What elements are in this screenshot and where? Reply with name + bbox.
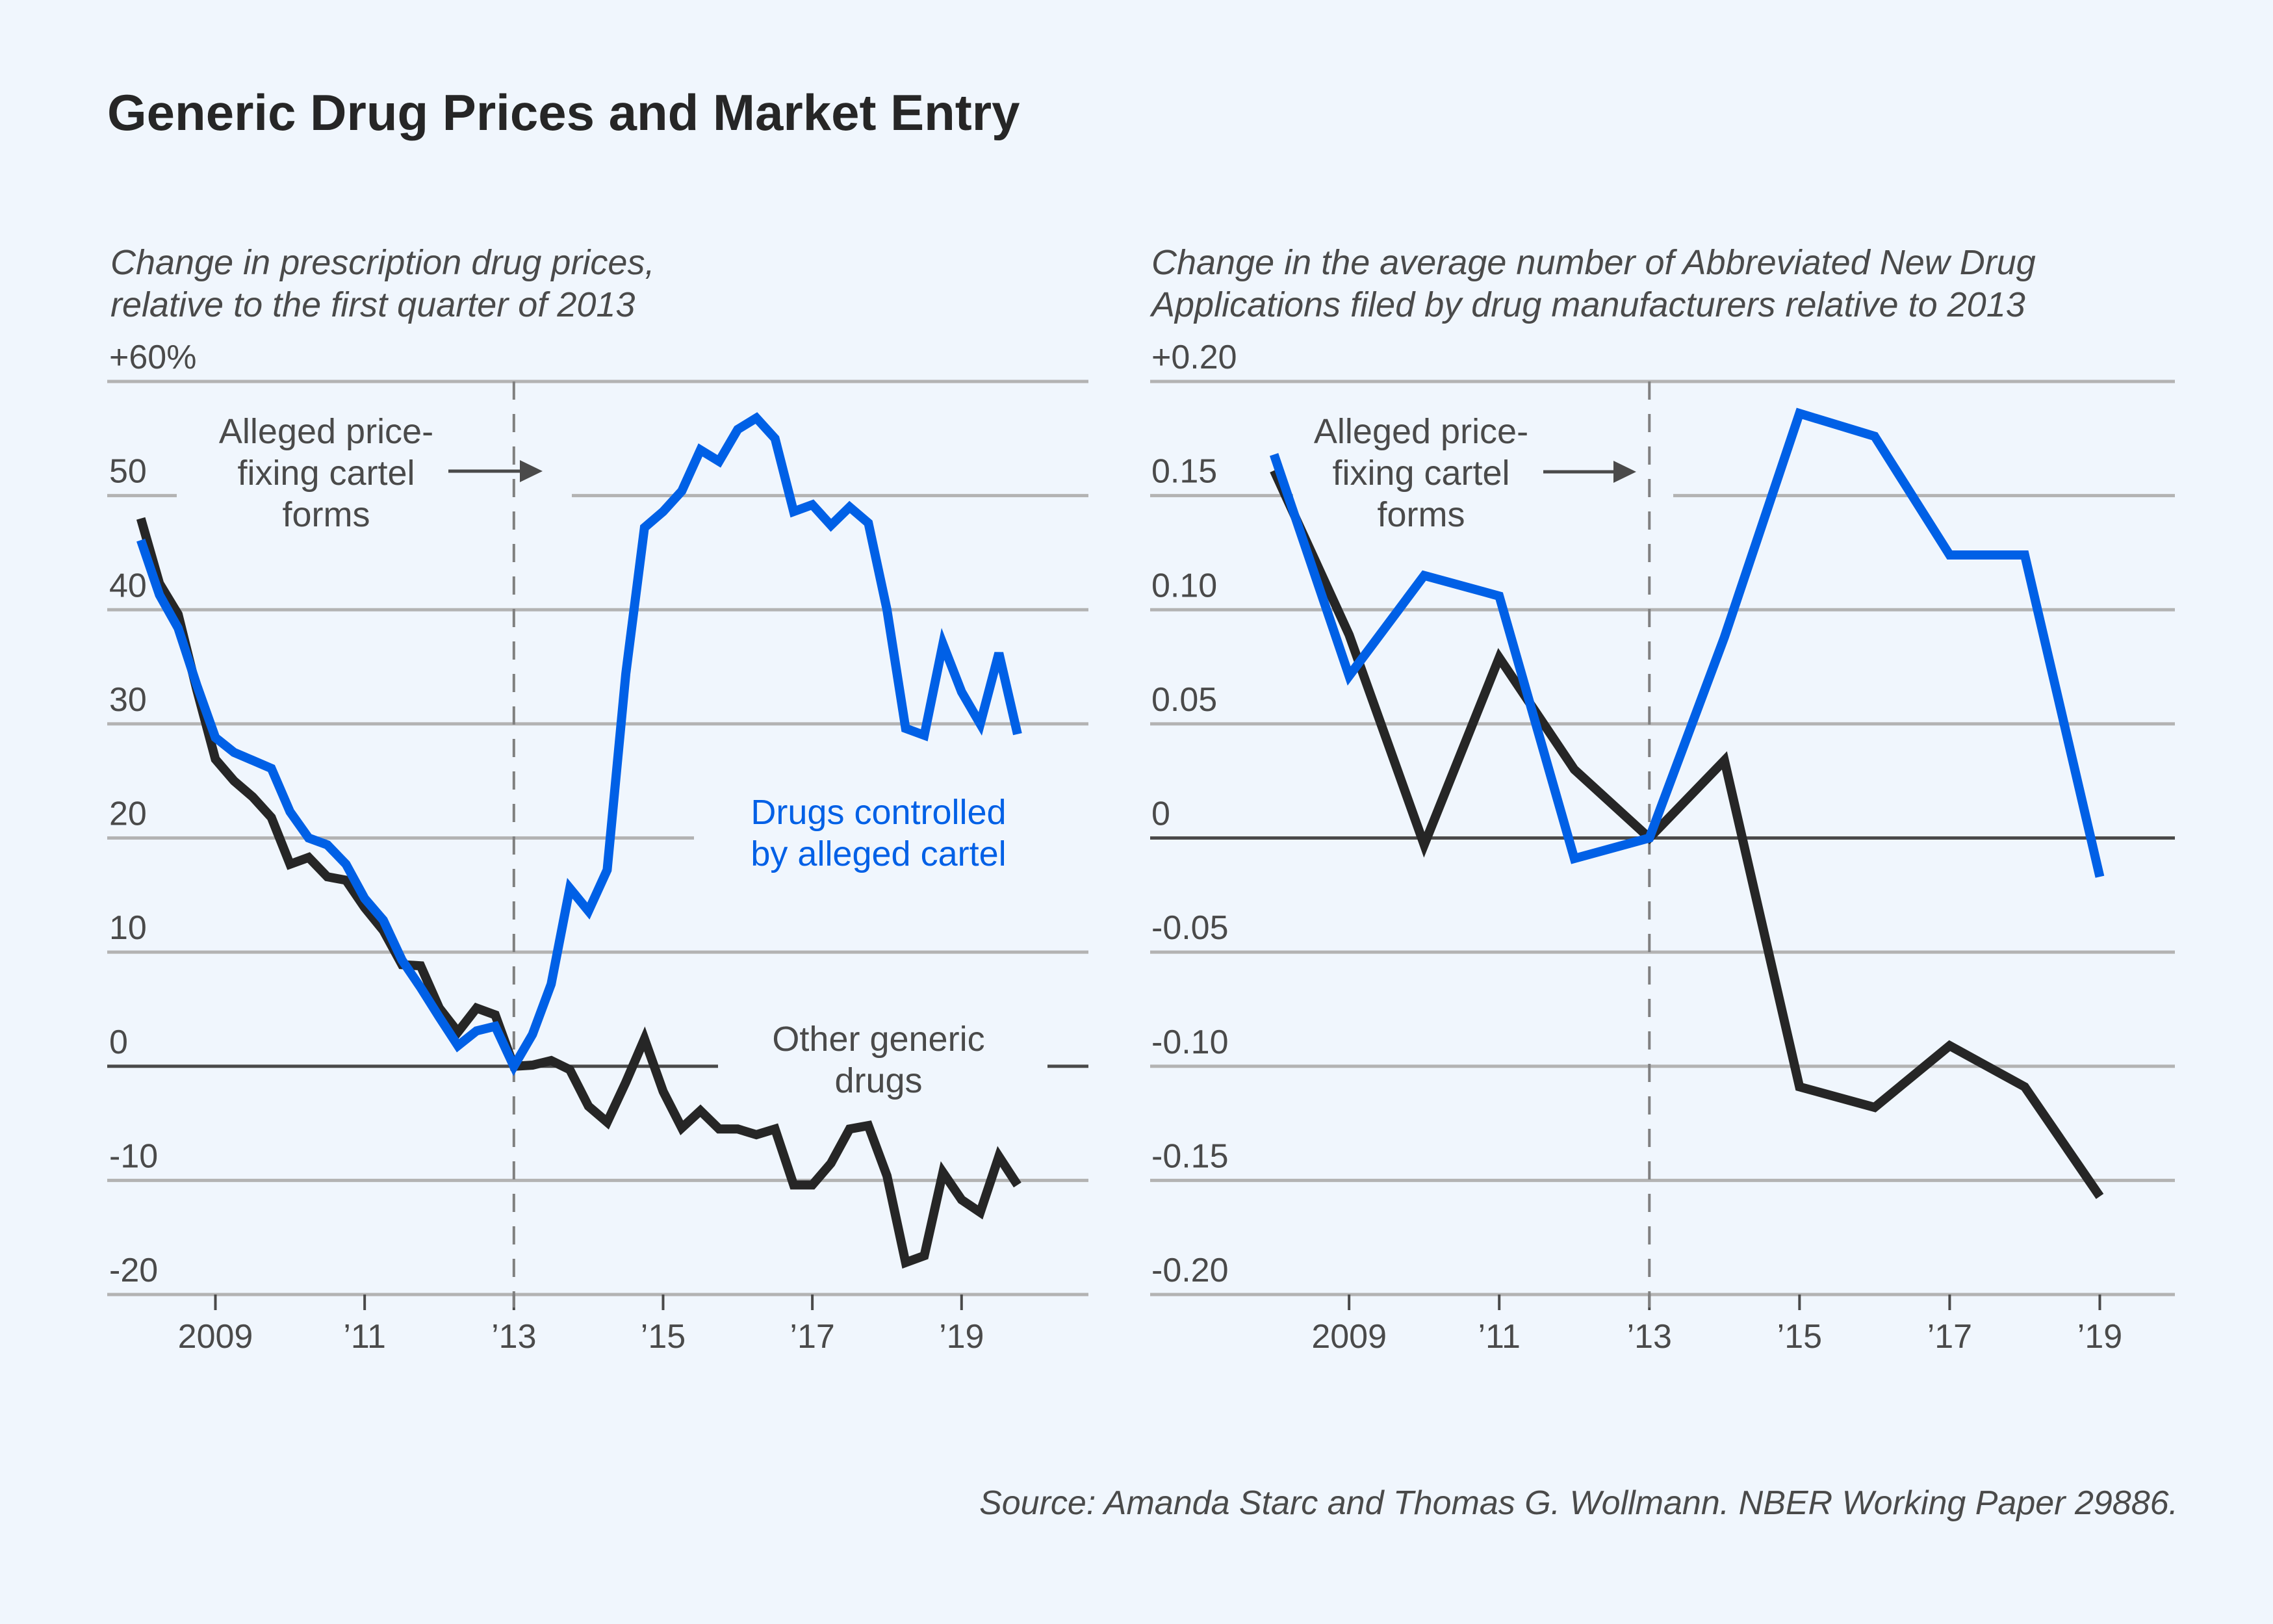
left-subtitle-line-2: relative to the first quarter of 2013 bbox=[110, 285, 635, 324]
x-tick-label: ’13 bbox=[491, 1318, 536, 1356]
left-series-labels: Drugs controlled by alleged cartel Other… bbox=[751, 793, 1006, 1100]
chart-title: Generic Drug Prices and Market Entry bbox=[107, 84, 1020, 141]
right-annotation-line-1: Alleged price- bbox=[1314, 412, 1528, 451]
x-tick-label: ’19 bbox=[939, 1318, 984, 1356]
y-tick-label: -0.20 bbox=[1151, 1252, 1229, 1289]
other-generic-series-line bbox=[1270, 469, 2104, 1199]
panel-anda-filings: Change in the average number of Abbrevia… bbox=[1149, 243, 2175, 1356]
y-tick-label: 0.15 bbox=[1151, 453, 1217, 491]
right-cartel-annotation: Alleged price- fixing cartel forms bbox=[1314, 412, 1636, 534]
y-tick-label: 0.05 bbox=[1151, 681, 1217, 719]
y-tick-label: 0.10 bbox=[1151, 567, 1217, 604]
left-arrow-head-icon bbox=[520, 460, 543, 482]
right-series-group bbox=[1269, 407, 2105, 1199]
cartel-series-line bbox=[1269, 407, 2105, 878]
right-subtitle-line-2: Applications filed by drug manufacturers… bbox=[1149, 285, 2025, 324]
cartel-series-line bbox=[136, 412, 1022, 1076]
y-tick-label: -0.15 bbox=[1151, 1137, 1229, 1175]
y-tick-label: -0.05 bbox=[1151, 909, 1229, 947]
y-tick-label: -10 bbox=[109, 1137, 158, 1175]
x-tick-label: ’15 bbox=[641, 1318, 686, 1356]
y-tick-label: 30 bbox=[109, 681, 147, 719]
right-arrow-head-icon bbox=[1613, 461, 1636, 483]
right-annotation-line-2: fixing cartel bbox=[1332, 454, 1509, 493]
y-tick-label: 50 bbox=[109, 453, 147, 491]
panel-drug-prices: Change in prescription drug prices, rela… bbox=[107, 243, 1088, 1356]
left-x-ticks: 2009 ’11 ’13 ’15 ’17 ’19 bbox=[178, 1295, 984, 1356]
x-tick-label: ’11 bbox=[343, 1318, 386, 1356]
left-annotation-line-1: Alleged price- bbox=[219, 412, 433, 451]
left-annotation-line-2: fixing cartel bbox=[237, 454, 415, 493]
cartel-series-label-line-1: Drugs controlled bbox=[751, 793, 1006, 832]
x-tick-label: ’13 bbox=[1627, 1318, 1672, 1356]
y-tick-label: +60% bbox=[109, 339, 196, 376]
cartel-series-label-line-2: by alleged cartel bbox=[751, 834, 1006, 873]
x-tick-label: ’17 bbox=[790, 1318, 834, 1356]
left-cartel-annotation: Alleged price- fixing cartel forms bbox=[219, 412, 543, 534]
x-tick-label: ’11 bbox=[1478, 1318, 1521, 1356]
x-tick-label: 2009 bbox=[1311, 1318, 1387, 1356]
x-tick-label: ’17 bbox=[1927, 1318, 1972, 1356]
other-generic-series-line bbox=[136, 517, 1021, 1269]
left-subtitle-line-1: Change in prescription drug prices, bbox=[110, 243, 654, 282]
y-tick-label: +0.20 bbox=[1151, 339, 1237, 376]
right-x-ticks: 2009 ’11 ’13 ’15 ’17 ’19 bbox=[1311, 1295, 2122, 1356]
left-series-group bbox=[136, 412, 1022, 1269]
x-tick-label: ’19 bbox=[2077, 1318, 2122, 1356]
y-tick-label: 40 bbox=[109, 567, 147, 604]
y-tick-label: 0 bbox=[109, 1024, 128, 1061]
source-note: Source: Amanda Starc and Thomas G. Wollm… bbox=[979, 1484, 2178, 1522]
left-annotation-line-3: forms bbox=[283, 495, 370, 534]
right-subtitle-line-1: Change in the average number of Abbrevia… bbox=[1151, 243, 2036, 282]
y-tick-label: -20 bbox=[109, 1252, 158, 1289]
left-y-tick-labels: +60% 50 40 30 20 10 0 -10 -20 bbox=[109, 339, 196, 1289]
right-annotation-line-3: forms bbox=[1378, 495, 1465, 534]
x-tick-label: ’15 bbox=[1777, 1318, 1822, 1356]
other-series-label-line-2: drugs bbox=[834, 1061, 922, 1100]
y-tick-label: -0.10 bbox=[1151, 1024, 1229, 1061]
y-tick-label: 0 bbox=[1151, 795, 1170, 833]
right-y-tick-labels: +0.20 0.15 0.10 0.05 0 -0.05 -0.10 -0.15 -0.20 bbox=[1151, 339, 1237, 1289]
other-series-label-line-1: Other generic bbox=[772, 1020, 984, 1059]
y-tick-label: 10 bbox=[109, 909, 147, 947]
y-tick-label: 20 bbox=[109, 795, 147, 833]
x-tick-label: 2009 bbox=[178, 1318, 253, 1356]
right-gridlines bbox=[1150, 380, 2175, 1296]
